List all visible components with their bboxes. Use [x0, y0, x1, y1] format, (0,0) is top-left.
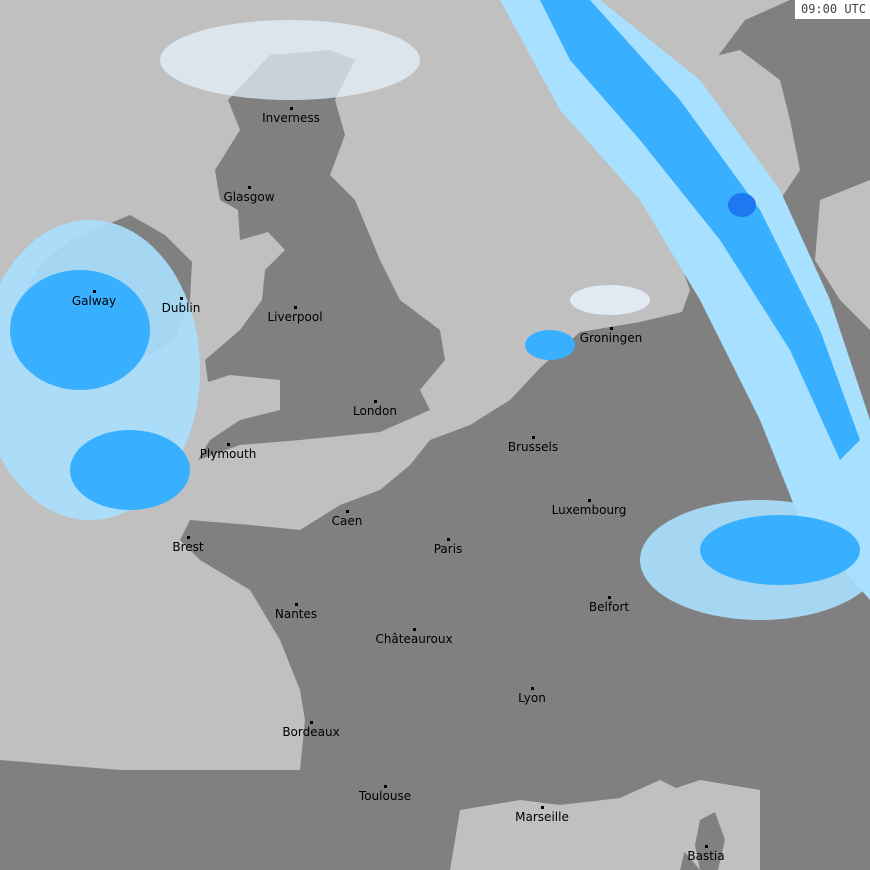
city-marker — [384, 785, 387, 788]
city-label: Toulouse — [358, 789, 412, 803]
city-marker — [374, 400, 377, 403]
city-label: Brest — [172, 540, 204, 554]
city-label: Belfort — [588, 600, 630, 614]
city-label: Paris — [433, 542, 463, 556]
city-label: Groningen — [579, 331, 643, 345]
city-marker — [447, 538, 450, 541]
precipitation — [0, 0, 870, 620]
city-marker — [290, 107, 293, 110]
corsica — [695, 812, 725, 870]
city-marker — [531, 687, 534, 690]
city-marker — [310, 721, 313, 724]
city-label: Caen — [331, 514, 363, 528]
city-marker — [180, 297, 183, 300]
city-marker — [588, 499, 591, 502]
precip-area — [160, 20, 420, 100]
precip-area — [70, 430, 190, 510]
precip-band — [540, 0, 860, 460]
city-marker — [248, 186, 251, 189]
baltic — [815, 180, 870, 330]
city-label: Dublin — [161, 301, 201, 315]
city-marker — [187, 536, 190, 539]
city-label: Glasgow — [223, 190, 275, 204]
precip-area — [700, 515, 860, 585]
city-marker — [610, 327, 613, 330]
city-label: Galway — [71, 294, 117, 308]
city-label: Châteauroux — [375, 632, 453, 646]
city-label: Nantes — [274, 607, 318, 621]
precip-area — [728, 193, 756, 217]
city-label: Inverness — [262, 111, 320, 125]
great-britain — [198, 50, 445, 460]
city-label: Liverpool — [267, 310, 323, 324]
precip-area — [570, 285, 650, 315]
city-marker — [541, 806, 544, 809]
city-marker — [227, 443, 230, 446]
city-label: Marseille — [515, 810, 569, 824]
city-label: Bastia — [687, 849, 725, 863]
kattegat — [700, 50, 800, 200]
city-marker — [93, 290, 96, 293]
city-marker — [705, 845, 708, 848]
city-marker — [346, 510, 349, 513]
precip-area — [10, 270, 150, 390]
city-marker — [294, 306, 297, 309]
city-marker — [532, 436, 535, 439]
city-label: Plymouth — [199, 447, 257, 461]
city-label: Brussels — [507, 440, 559, 454]
city-marker — [413, 628, 416, 631]
city-label: Luxembourg — [551, 503, 627, 517]
precip-band — [500, 0, 870, 600]
city-label: Bordeaux — [282, 725, 340, 739]
city-marker — [295, 603, 298, 606]
city-label: London — [353, 404, 397, 418]
city-marker — [608, 596, 611, 599]
city-label: Lyon — [518, 691, 546, 705]
timestamp-label: 09:00 UTC — [794, 0, 870, 19]
precip-area — [525, 330, 575, 360]
